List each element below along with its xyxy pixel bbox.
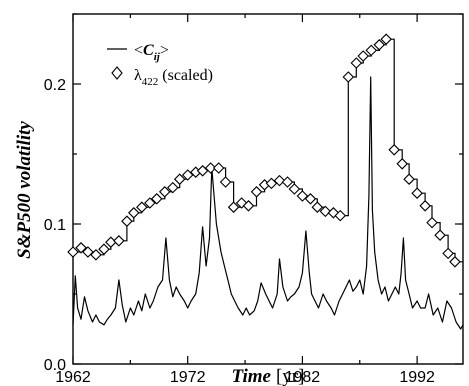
lambda-marker: [235, 197, 248, 209]
lambda-marker: [442, 247, 454, 260]
lambda-marker: [334, 209, 347, 222]
lambda-marker: [121, 215, 133, 227]
legend-lambda-symbol: λ: [134, 67, 142, 84]
lambda-marker: [288, 183, 301, 195]
lambda-marker: [342, 71, 355, 83]
legend: <Cij> λ422 (scaled): [107, 42, 213, 88]
lambda-marker: [113, 235, 125, 247]
x-tick-label: 1992: [399, 369, 435, 386]
legend-cij-close: >: [160, 42, 169, 59]
lambda-marker: [75, 242, 87, 254]
lambda-marker: [158, 186, 171, 198]
legend-lambda-sub: 422: [142, 76, 159, 88]
lambda-marker: [128, 207, 140, 219]
legend-cij-var: C: [143, 42, 154, 59]
lambda-marker: [380, 33, 392, 45]
lambda-marker: [173, 173, 186, 185]
lambda-marker: [426, 216, 438, 229]
lambda-marker: [419, 200, 431, 212]
lambda-marker: [388, 144, 400, 156]
lambda-marker: [204, 162, 217, 174]
lambda-marker: [357, 50, 369, 62]
x-tick-label: 1982: [285, 369, 321, 386]
legend-cij-sub: ij: [154, 51, 161, 63]
lambda-marker: [181, 169, 194, 181]
lambda-marker: [296, 190, 309, 202]
lambda-marker: [411, 187, 423, 199]
lambda-marker: [350, 57, 363, 69]
x-axis-title-unit: [yr]: [276, 366, 304, 386]
axis-ticks: [72, 13, 463, 365]
lambda-marker: [304, 193, 317, 205]
lambda-marker: [250, 186, 263, 198]
axis-tick-labels: 1962 1972 1982 1992 0.0 0.1 0.2: [44, 77, 435, 386]
y-axis-title: S&P500 volatility: [14, 121, 35, 259]
lambda-marker: [105, 236, 117, 248]
lambda-marker: [403, 173, 415, 185]
legend-lambda-suffix: (scaled): [162, 67, 213, 84]
lambda-marker: [67, 246, 79, 258]
lambda-marker: [212, 162, 225, 174]
y-tick-label: 0.1: [44, 217, 66, 234]
lambda-marker: [242, 200, 255, 212]
lambda-marker: [373, 39, 386, 51]
lambda-marker: [273, 174, 286, 187]
y-tick-label: 0.0: [44, 357, 66, 374]
lambda-marker: [281, 176, 294, 188]
series-markers-lambda422: [67, 33, 461, 268]
lambda-marker: [365, 44, 378, 57]
series-step-lambda422: [73, 38, 463, 263]
lambda-marker: [90, 249, 102, 261]
lambda-marker: [265, 177, 278, 190]
lambda-marker: [219, 176, 232, 188]
lambda-marker: [396, 158, 408, 170]
lambda-marker: [196, 165, 209, 177]
lambda-marker: [311, 201, 324, 213]
x-axis-title: Time [yr]: [232, 366, 305, 386]
series-line-cij: [72, 76, 464, 330]
lambda-marker: [136, 201, 148, 213]
lambda-marker: [82, 246, 94, 258]
lambda-marker: [319, 205, 332, 218]
lambda-marker: [167, 181, 179, 194]
lambda-marker: [150, 193, 163, 205]
legend-diamond-swatch: [111, 66, 123, 80]
x-tick-label: 1972: [170, 369, 206, 386]
lambda-marker: [449, 256, 461, 268]
x-tick-label: 1962: [55, 369, 91, 386]
lambda-marker: [227, 201, 240, 213]
y-tick-label: 0.2: [44, 77, 66, 94]
legend-label-cij: <Cij>: [134, 42, 169, 63]
plot-area-frame: [72, 13, 464, 365]
legend-label-lambda: λ422 (scaled): [134, 67, 213, 88]
lambda-marker: [434, 229, 446, 241]
legend-cij-open: <: [134, 42, 143, 59]
lambda-marker: [144, 197, 156, 209]
lambda-marker: [98, 243, 110, 255]
x-axis-title-main: Time: [232, 366, 272, 386]
